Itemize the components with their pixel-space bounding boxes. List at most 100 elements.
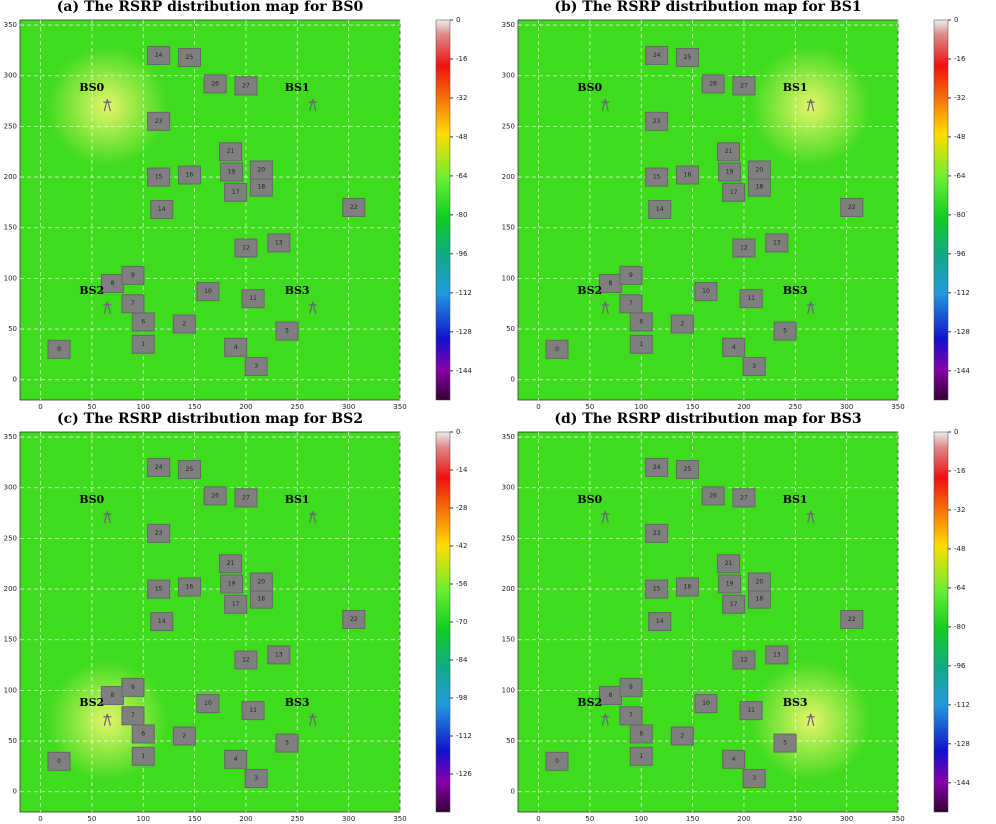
colorbar-tick-label: -144 (954, 367, 970, 375)
building-label: 6 (639, 318, 643, 325)
x-tick-label: 300 (342, 403, 355, 411)
y-tick-label: 300 (502, 484, 515, 492)
colorbar-tick-label: -70 (456, 618, 467, 626)
station-label: BS1 (285, 493, 310, 506)
building-label: 12 (242, 245, 250, 252)
building-label: 20 (258, 578, 266, 585)
colorbar-tick-label: -96 (456, 250, 468, 258)
building-label: 27 (740, 494, 748, 501)
station-label: BS2 (79, 696, 104, 709)
colorbar-tick-label: -80 (456, 211, 467, 219)
x-tick-label: 250 (291, 815, 304, 823)
colorbar-tick-label: 0 (456, 16, 460, 24)
colorbar-tick-label: -128 (456, 328, 472, 336)
x-tick-label: 150 (686, 815, 699, 823)
colorbar-tick-label: -64 (456, 172, 468, 180)
building-label: 7 (131, 300, 135, 307)
building-label: 16 (684, 172, 692, 179)
building-label: 18 (258, 184, 266, 191)
colorbar-tick-label: -16 (954, 55, 966, 63)
building-label: 27 (242, 82, 250, 89)
x-tick-label: 0 (536, 815, 540, 823)
building-label: 6 (639, 730, 643, 737)
y-tick-label: 100 (4, 274, 17, 282)
building-label: 15 (155, 586, 163, 593)
y-tick-label: 100 (502, 686, 515, 694)
x-tick-label: 150 (188, 403, 201, 411)
y-tick-label: 100 (4, 686, 17, 694)
colorbar-tick-label: -64 (954, 584, 966, 592)
building-label: 10 (204, 288, 212, 295)
building-label: 22 (848, 616, 856, 623)
y-tick-label: 150 (502, 636, 515, 644)
building-label: 24 (155, 52, 163, 59)
y-tick-label: 250 (502, 122, 515, 130)
y-tick-label: 300 (502, 72, 515, 80)
x-tick-label: 300 (342, 815, 355, 823)
building-label: 18 (756, 184, 764, 191)
building-label: 9 (131, 684, 135, 691)
building-label: 8 (111, 280, 115, 287)
y-tick-label: 200 (502, 585, 515, 593)
colorbar-tick-label: -112 (456, 289, 472, 297)
x-tick-label: 200 (737, 403, 750, 411)
station-label: BS2 (577, 284, 602, 297)
building-label: 3 (752, 363, 756, 370)
building-label: 5 (285, 740, 289, 747)
x-tick-label: 50 (585, 815, 594, 823)
building-label: 10 (204, 700, 212, 707)
y-tick-label: 300 (4, 484, 17, 492)
colorbar-tick-label: -112 (954, 701, 970, 709)
x-tick-label: 0 (536, 403, 540, 411)
y-tick-label: 50 (8, 325, 17, 333)
x-tick-label: 350 (393, 403, 406, 411)
colorbar-tick-label: -96 (954, 662, 966, 670)
station-label: BS3 (783, 696, 808, 709)
x-tick-label: 200 (737, 815, 750, 823)
y-tick-label: 200 (4, 173, 17, 181)
x-tick-label: 200 (239, 403, 252, 411)
colorbar-tick-label: 0 (954, 16, 958, 24)
building-label: 13 (773, 239, 781, 246)
colorbar-tick-label: -64 (954, 172, 966, 180)
building-label: 1 (141, 341, 145, 348)
y-tick-label: 200 (502, 173, 515, 181)
building-label: 21 (227, 148, 235, 155)
x-tick-label: 300 (840, 403, 853, 411)
building-label: 5 (783, 328, 787, 335)
colorbar (934, 20, 948, 400)
building-label: 4 (234, 344, 238, 351)
building-label: 13 (773, 651, 781, 658)
x-tick-label: 200 (239, 815, 252, 823)
y-tick-label: 50 (506, 325, 515, 333)
building-label: 7 (629, 712, 633, 719)
y-tick-label: 350 (4, 21, 17, 29)
building-label: 14 (656, 206, 664, 213)
colorbar-tick-label: -144 (456, 367, 472, 375)
station-label: BS1 (783, 81, 808, 94)
x-tick-label: 150 (188, 815, 201, 823)
y-tick-label: 0 (511, 376, 515, 384)
building-label: 20 (258, 166, 266, 173)
building-label: 11 (747, 295, 755, 302)
x-tick-label: 350 (891, 815, 904, 823)
y-tick-label: 300 (4, 72, 17, 80)
building-label: 22 (350, 616, 358, 623)
building-label: 23 (155, 118, 163, 125)
building-label: 20 (756, 578, 764, 585)
x-tick-label: 50 (87, 815, 96, 823)
building-label: 4 (732, 344, 736, 351)
y-tick-label: 250 (502, 534, 515, 542)
building-label: 27 (242, 494, 250, 501)
building-label: 16 (186, 172, 194, 179)
building-label: 24 (653, 464, 661, 471)
building-label: 19 (228, 581, 236, 588)
station-label: BS0 (79, 493, 104, 506)
station-label: BS0 (79, 81, 104, 94)
colorbar-tick-label: -112 (456, 732, 472, 740)
building-label: 21 (725, 148, 733, 155)
building-label: 12 (740, 657, 748, 664)
y-tick-label: 100 (502, 274, 515, 282)
building-label: 17 (232, 189, 240, 196)
building-label: 7 (131, 712, 135, 719)
